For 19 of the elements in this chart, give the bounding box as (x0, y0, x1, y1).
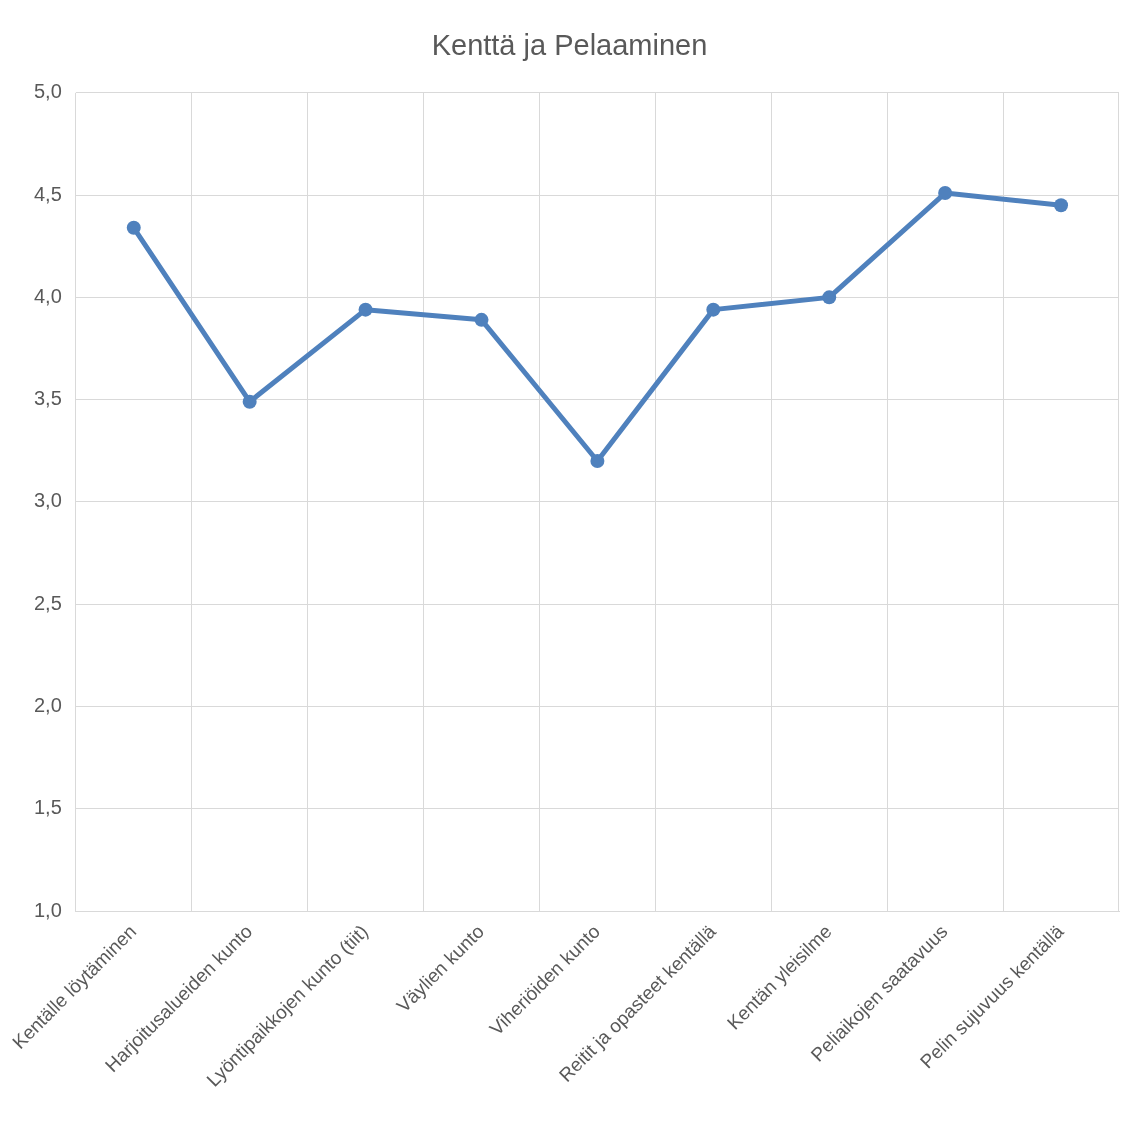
y-tick-label: 4,5 (33, 182, 62, 205)
y-tick-label: 1,0 (33, 898, 62, 921)
point (242, 394, 257, 409)
y-tick-label: 1,5 (33, 796, 62, 819)
point (1054, 198, 1069, 213)
point (822, 290, 837, 305)
point (126, 220, 141, 235)
point (474, 312, 489, 327)
y-tick-label: 3,0 (33, 489, 62, 512)
point (706, 302, 721, 317)
point (938, 186, 953, 201)
y-tick-label: 2,5 (33, 591, 62, 614)
y-tick-label: 2,0 (33, 694, 62, 716)
y-tick-label: 4,0 (33, 284, 62, 307)
point (358, 302, 373, 317)
y-tick-label: 3,5 (33, 387, 62, 410)
chart-title: Kenttä ja Pelaaminen (431, 29, 708, 62)
point (590, 454, 605, 469)
y-tick-label: 5,0 (33, 80, 62, 103)
